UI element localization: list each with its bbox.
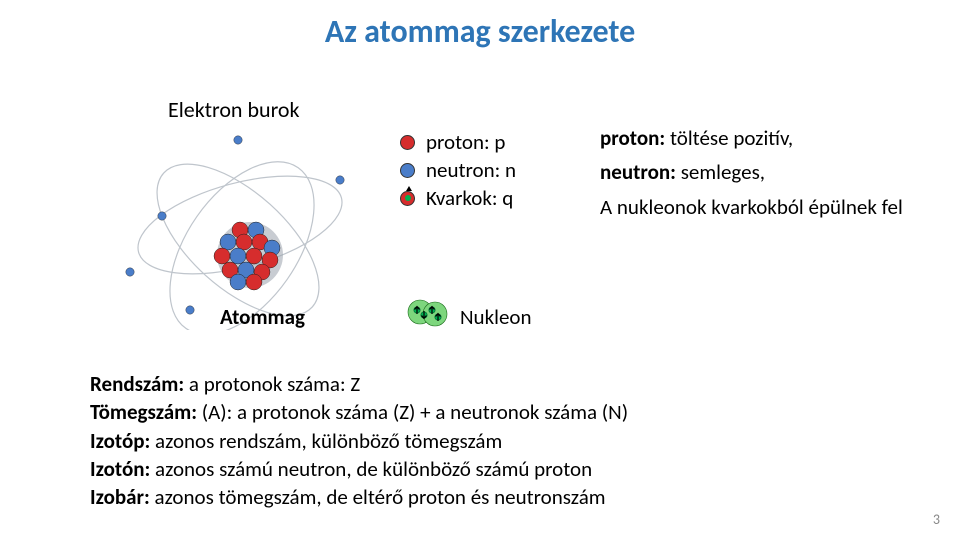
desc-quark: A nukleonok kvarkokból épülnek fel	[600, 193, 930, 221]
nukleon-icon	[405, 296, 449, 332]
neutron-dot-icon	[400, 163, 415, 178]
legend-neutron-label: neutron: n	[426, 157, 516, 183]
def-rendszam: Rendszám: a protonok száma: Z	[90, 370, 890, 398]
definitions: Rendszám: a protonok száma: Z Tömegszám:…	[90, 370, 890, 512]
def-izobar: Izobár: azonos tömegszám, de eltérő prot…	[90, 483, 890, 511]
legend: proton: p neutron: n Kvarkok: q	[400, 129, 516, 213]
page-number: 3	[933, 511, 940, 528]
descriptions: proton: töltése pozitív, neutron: semleg…	[600, 124, 930, 227]
def-izoton: Izotón: azonos számú neutron, de különbö…	[90, 455, 890, 483]
atom-diagram	[110, 120, 370, 330]
def-tomegszam: Tömegszám: (A): a protonok száma (Z) + a…	[90, 398, 890, 426]
legend-quark: Kvarkok: q	[400, 185, 516, 211]
quark-dot-icon	[400, 191, 415, 206]
legend-quark-label: Kvarkok: q	[426, 185, 513, 211]
nukleon-label: Nukleon	[460, 304, 532, 330]
desc-neutron: neutron: semleges,	[600, 158, 930, 186]
proton-dot-icon	[400, 135, 415, 150]
page-title: Az atommag szerkezete	[0, 12, 960, 51]
desc-proton: proton: töltése pozitív,	[600, 124, 930, 152]
atommag-label: Atommag	[220, 304, 305, 330]
def-izotop: Izotóp: azonos rendszám, különböző tömeg…	[90, 427, 890, 455]
legend-neutron: neutron: n	[400, 157, 516, 183]
electron-shell-label: Elektron burok	[168, 96, 299, 123]
legend-proton-label: proton: p	[426, 129, 505, 155]
legend-proton: proton: p	[400, 129, 516, 155]
